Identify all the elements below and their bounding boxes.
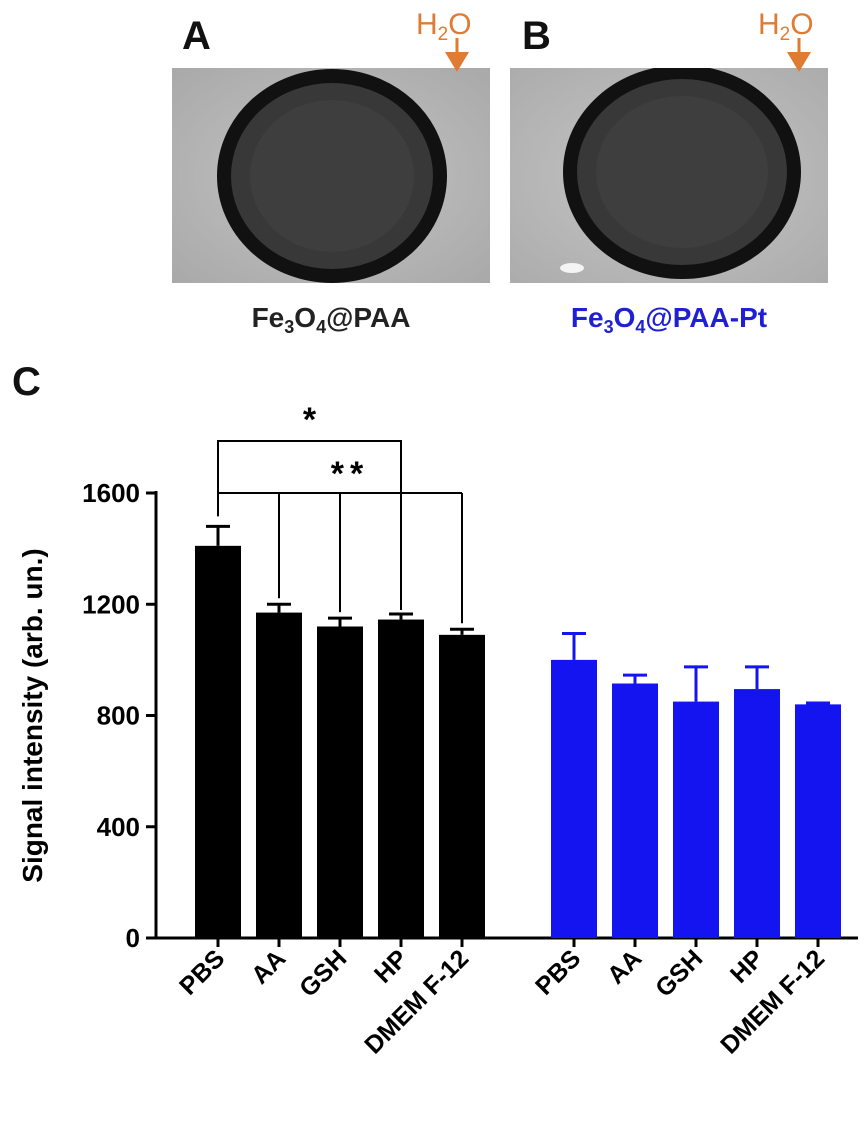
x-tick-label: AA [602,944,647,989]
caption-a-part-3: 4 [316,317,327,337]
bar [195,545,241,938]
significance-bracket-single [217,440,402,610]
caption-fe3o4-paa: Fe3O4@PAA [172,302,490,338]
arrow-down-icon [787,38,811,72]
significance-label-double: ** [331,455,369,493]
panel-a-letter: A [182,14,211,58]
significance-label-single: * [303,401,317,439]
x-tick-label: HP [369,944,413,988]
caption-b-part-2: O [613,302,636,333]
mri-image-b [510,68,828,283]
y-tick-label: 1600 [82,478,140,508]
h2o-label-a: H2O [416,8,472,46]
bar [256,612,302,938]
y-tick-label: 1200 [82,589,140,619]
y-tick-label: 400 [97,812,140,842]
caption-a-part-2: O [294,302,317,333]
panel-c-letter: C [12,360,41,404]
caption-a-part-0: Fe [251,302,285,333]
h2o-a-h: H [416,8,438,41]
x-tick-label: GSH [294,944,352,1002]
bar [734,689,780,938]
panel-b-letter: B [522,14,551,58]
h2o-b-sub: 2 [779,24,791,45]
bar [317,626,363,938]
x-tick-label: PBS [174,944,230,1000]
bar [612,683,658,938]
caption-b-part-1: 3 [603,317,614,337]
h2o-a-sub: 2 [437,24,449,45]
bar [551,659,597,938]
caption-b-part-0: Fe [570,302,604,333]
x-tick-label: HP [725,944,769,988]
bar [795,704,841,938]
caption-b-part-3: 4 [635,317,646,337]
x-tick-label: AA [246,944,291,989]
h2o-a-o: O [448,8,472,41]
h2o-b-h: H [758,8,780,41]
mri-image-a-drawing [172,68,490,283]
x-tick-label: GSH [650,944,708,1002]
mri-image-a [172,68,490,283]
caption-a-part-4: @PAA [326,302,411,333]
arrow-down-icon [445,38,469,72]
y-tick-label: 0 [126,923,140,953]
h2o-label-b: H2O [758,8,814,46]
h2o-b-o: O [790,8,814,41]
bar [439,634,485,938]
caption-fe3o4-paa-pt: Fe3O4@PAA-Pt [510,302,828,338]
bar [378,619,424,938]
caption-a-part-1: 3 [284,317,295,337]
y-tick-label: 800 [97,701,140,731]
y-axis-label: Signal intensity (arb. un.) [17,548,48,882]
caption-b-part-4: @PAA-Pt [645,302,768,333]
x-tick-label: PBS [530,944,586,1000]
bar [673,701,719,938]
mri-image-b-drawing [510,68,828,283]
